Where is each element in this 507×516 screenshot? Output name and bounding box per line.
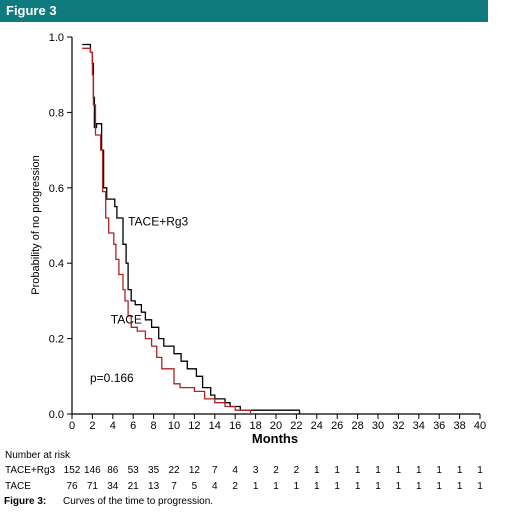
risk-value: 2	[232, 481, 238, 492]
risk-value: 1	[436, 465, 442, 476]
risk-row-label: TACE	[5, 481, 31, 492]
risk-value: 1	[416, 481, 422, 492]
risk-value: 53	[128, 465, 140, 476]
risk-value: 2	[294, 465, 300, 476]
risk-value: 1	[314, 465, 320, 476]
x-tick-label: 30	[372, 420, 384, 432]
x-tick-label: 38	[453, 420, 465, 432]
risk-value: 1	[334, 481, 340, 492]
x-tick-label: 4	[110, 420, 116, 432]
risk-value: 22	[168, 465, 180, 476]
risk-value: 1	[314, 481, 320, 492]
x-tick-label: 2	[89, 420, 95, 432]
risk-value: 1	[334, 465, 340, 476]
y-tick-label: 0.6	[49, 183, 64, 195]
risk-value: 1	[477, 481, 483, 492]
x-tick-label: 0	[69, 420, 75, 432]
risk-value: 1	[355, 465, 361, 476]
risk-value: 71	[87, 481, 99, 492]
risk-row-label: TACE+Rg3	[5, 465, 56, 476]
x-tick-label: 26	[331, 420, 343, 432]
risk-value: 1	[294, 481, 300, 492]
risk-table-title: Number at risk	[5, 450, 71, 461]
y-tick-label: 0.8	[49, 107, 64, 119]
risk-value: 1	[416, 465, 422, 476]
risk-value: 21	[128, 481, 140, 492]
x-tick-label: 34	[413, 420, 425, 432]
y-tick-label: 0.0	[49, 409, 64, 421]
x-tick-label: 20	[270, 420, 282, 432]
x-tick-label: 40	[474, 420, 486, 432]
risk-value: 13	[148, 481, 160, 492]
survival-chart: Probability of no progression Months p=0…	[5, 32, 486, 492]
risk-value: 4	[232, 465, 238, 476]
x-tick-label: 28	[351, 420, 363, 432]
x-tick-label: 22	[290, 420, 302, 432]
x-tick-label: 8	[151, 420, 157, 432]
y-axis-title: Probability of no progression	[30, 155, 42, 294]
figure-label: Figure 3	[6, 3, 57, 18]
x-tick-label: 14	[209, 420, 221, 432]
risk-value: 146	[84, 465, 101, 476]
risk-value: 1	[273, 481, 279, 492]
risk-value: 2	[273, 465, 279, 476]
figure-banner: Figure 3	[0, 0, 488, 22]
risk-value: 1	[457, 465, 463, 476]
survival-curve	[82, 43, 301, 414]
risk-value: 7	[212, 465, 218, 476]
series-label: TACE	[111, 313, 142, 327]
risk-value: 1	[457, 481, 463, 492]
risk-value: 4	[212, 481, 218, 492]
series-label: TACE+Rg3	[128, 215, 188, 229]
x-tick-label: 36	[433, 420, 445, 432]
risk-value: 152	[64, 465, 81, 476]
risk-value: 1	[477, 465, 483, 476]
risk-value: 1	[375, 465, 381, 476]
x-tick-label: 16	[229, 420, 241, 432]
figure-caption: Figure 3: Curves of the time to progress…	[4, 496, 213, 507]
caption-text: Curves of the time to progression.	[63, 496, 214, 507]
risk-value: 34	[107, 481, 119, 492]
risk-value: 3	[253, 465, 259, 476]
risk-value: 86	[107, 465, 119, 476]
x-tick-label: 32	[392, 420, 404, 432]
risk-value: 1	[396, 465, 402, 476]
x-tick-label: 18	[249, 420, 261, 432]
caption-label: Figure 3:	[4, 496, 47, 507]
risk-value: 7	[171, 481, 177, 492]
x-axis-title: Months	[252, 431, 298, 446]
y-tick-label: 0.2	[49, 334, 64, 346]
risk-value: 1	[396, 481, 402, 492]
risk-value: 1	[436, 481, 442, 492]
risk-value: 1	[355, 481, 361, 492]
y-tick-label: 0.4	[49, 258, 64, 270]
risk-value: 5	[192, 481, 198, 492]
x-tick-label: 10	[168, 420, 180, 432]
risk-value: 1	[375, 481, 381, 492]
survival-curve	[82, 47, 252, 414]
risk-value: 12	[189, 465, 201, 476]
x-tick-label: 6	[130, 420, 136, 432]
p-value-annotation: p=0.166	[90, 371, 134, 385]
risk-value: 1	[253, 481, 259, 492]
x-tick-label: 24	[311, 420, 323, 432]
x-tick-label: 12	[188, 420, 200, 432]
risk-value: 76	[66, 481, 78, 492]
risk-value: 35	[148, 465, 160, 476]
y-tick-label: 1.0	[49, 32, 64, 44]
